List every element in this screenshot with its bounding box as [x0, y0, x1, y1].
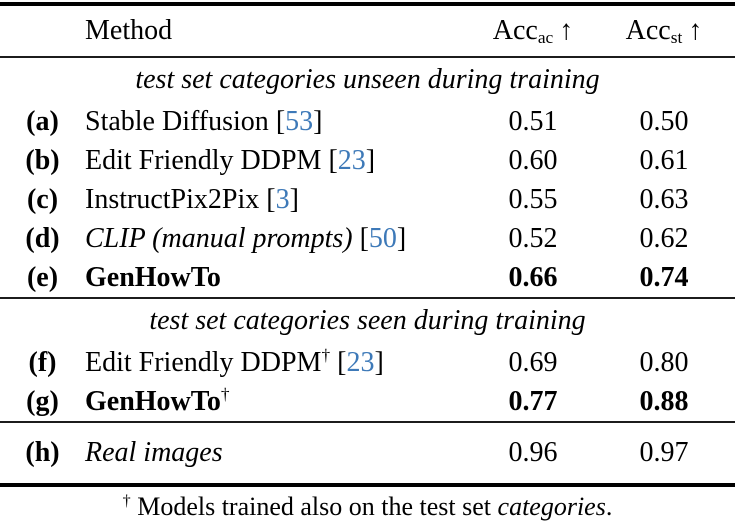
table-row: (c) InstructPix2Pix [3] 0.55 0.63	[0, 180, 735, 219]
citation-number: 23	[346, 346, 375, 378]
acc-ac-value: 0.96	[508, 437, 558, 468]
table-row: (f) Edit Friendly DDPM† [23] 0.69 0.80	[0, 343, 735, 382]
table-row: (a) Stable Diffusion [53] 0.51 0.50	[0, 102, 735, 141]
table-top-rule	[0, 2, 735, 6]
up-arrow-icon: ↑	[559, 15, 574, 46]
method-cell: CLIP (manual prompts) [50]	[85, 223, 473, 255]
acc-st-value: 0.62	[639, 222, 689, 254]
header-bottom-rule	[0, 56, 735, 58]
section-divider-rule	[0, 297, 735, 299]
dagger-mark: †	[122, 492, 131, 510]
table-row: (b) Edit Friendly DDPM [23] 0.60 0.61	[0, 141, 735, 180]
row-label: (e)	[26, 261, 59, 293]
acc-st-value: 0.80	[639, 346, 689, 378]
method-name: Edit Friendly DDPM	[85, 346, 322, 378]
method-cell: InstructPix2Pix [3]	[85, 184, 473, 216]
method-cell: Edit Friendly DDPM† [23]	[85, 345, 473, 379]
citation-link[interactable]: [23]	[328, 145, 375, 176]
method-name: GenHowTo	[85, 385, 221, 417]
citation-link[interactable]: [23]	[337, 347, 384, 378]
table-row-genhowto: (e) GenHowTo 0.66 0.74	[0, 258, 735, 297]
acc-st-value: 0.50	[639, 105, 689, 137]
footnote-period: .	[605, 492, 613, 521]
table-footnote: † Models trained also on the test set ca…	[0, 487, 735, 529]
method-cell: GenHowTo	[85, 262, 473, 294]
table-bottom-rule	[0, 483, 735, 487]
row-label: (f)	[28, 346, 57, 378]
citation-link[interactable]: [53]	[276, 106, 323, 137]
header-acc-ac-sub: ac	[537, 28, 554, 48]
method-cell: Real images	[85, 437, 473, 469]
acc-st-value: 0.61	[639, 144, 689, 176]
bracket-close: ]	[313, 105, 323, 137]
method-name: Real images	[85, 437, 223, 468]
method-cell: Edit Friendly DDPM [23]	[85, 145, 473, 177]
acc-st-value: 0.74	[639, 261, 689, 293]
acc-ac-value: 0.69	[508, 346, 558, 378]
citation-number: 50	[368, 222, 397, 254]
row-label: (b)	[25, 144, 60, 176]
acc-st-value: 0.63	[639, 183, 689, 215]
bracket-open: [	[328, 144, 338, 176]
header-acc-st-name: Acc	[625, 15, 671, 46]
bracket-close: ]	[374, 346, 384, 378]
method-name: Stable Diffusion	[85, 105, 269, 137]
row-label: (c)	[26, 183, 59, 215]
bracket-open: [	[337, 346, 347, 378]
row-label: (d)	[25, 222, 60, 254]
footnote-italic-word: categories	[497, 492, 606, 521]
method-name: Edit Friendly DDPM	[85, 144, 322, 176]
citation-number: 53	[285, 105, 314, 137]
acc-st-value: 0.97	[639, 437, 689, 468]
citation-link[interactable]: [3]	[266, 184, 299, 215]
acc-ac-value: 0.66	[508, 261, 558, 293]
dagger-mark: †	[220, 384, 230, 404]
section-title-unseen: test set categories unseen during traini…	[135, 64, 600, 95]
method-name: InstructPix2Pix	[85, 183, 260, 215]
table-row: (h) Real images 0.96 0.97	[0, 423, 735, 483]
method-name: GenHowTo	[85, 261, 221, 293]
header-method: Method	[85, 15, 173, 46]
bracket-close: ]	[289, 183, 299, 215]
header-acc-st: Accst ↑	[593, 15, 735, 47]
row-label: (a)	[26, 105, 59, 137]
bracket-open: [	[266, 183, 276, 215]
header-acc-ac: Accac ↑	[473, 15, 593, 47]
method-cell: Stable Diffusion [53]	[85, 106, 473, 138]
bracket-close: ]	[396, 222, 407, 254]
up-arrow-icon: ↑	[688, 15, 703, 46]
bracket-close: ]	[365, 144, 376, 176]
acc-ac-value: 0.55	[508, 183, 558, 215]
method-cell: GenHowTo†	[85, 384, 473, 418]
acc-ac-value: 0.51	[508, 105, 558, 137]
row-label: (h)	[25, 437, 60, 468]
section-title-seen: test set categories seen during training	[149, 305, 586, 336]
section-divider-rule	[0, 421, 735, 423]
citation-number: 23	[337, 144, 366, 176]
dagger-mark: †	[321, 345, 331, 365]
table-row-genhowto: (g) GenHowTo† 0.77 0.88	[0, 382, 735, 421]
row-label: (g)	[26, 385, 59, 417]
header-acc-st-sub: st	[670, 28, 683, 48]
acc-st-value: 0.88	[639, 385, 689, 417]
acc-ac-value: 0.77	[508, 385, 558, 417]
acc-ac-value: 0.60	[508, 144, 558, 176]
header-acc-ac-name: Acc	[492, 15, 538, 46]
bracket-open: [	[275, 105, 286, 137]
method-name: CLIP (manual prompts)	[85, 222, 353, 254]
citation-number: 3	[275, 183, 290, 215]
footnote-text: Models trained also on the test set	[137, 492, 498, 521]
table-row: (d) CLIP (manual prompts) [50] 0.52 0.62	[0, 219, 735, 258]
citation-link[interactable]: [50]	[360, 223, 407, 254]
bracket-open: [	[359, 222, 369, 254]
table-header-row: Method Accac ↑ Accst ↑	[0, 6, 735, 56]
acc-ac-value: 0.52	[508, 222, 558, 254]
